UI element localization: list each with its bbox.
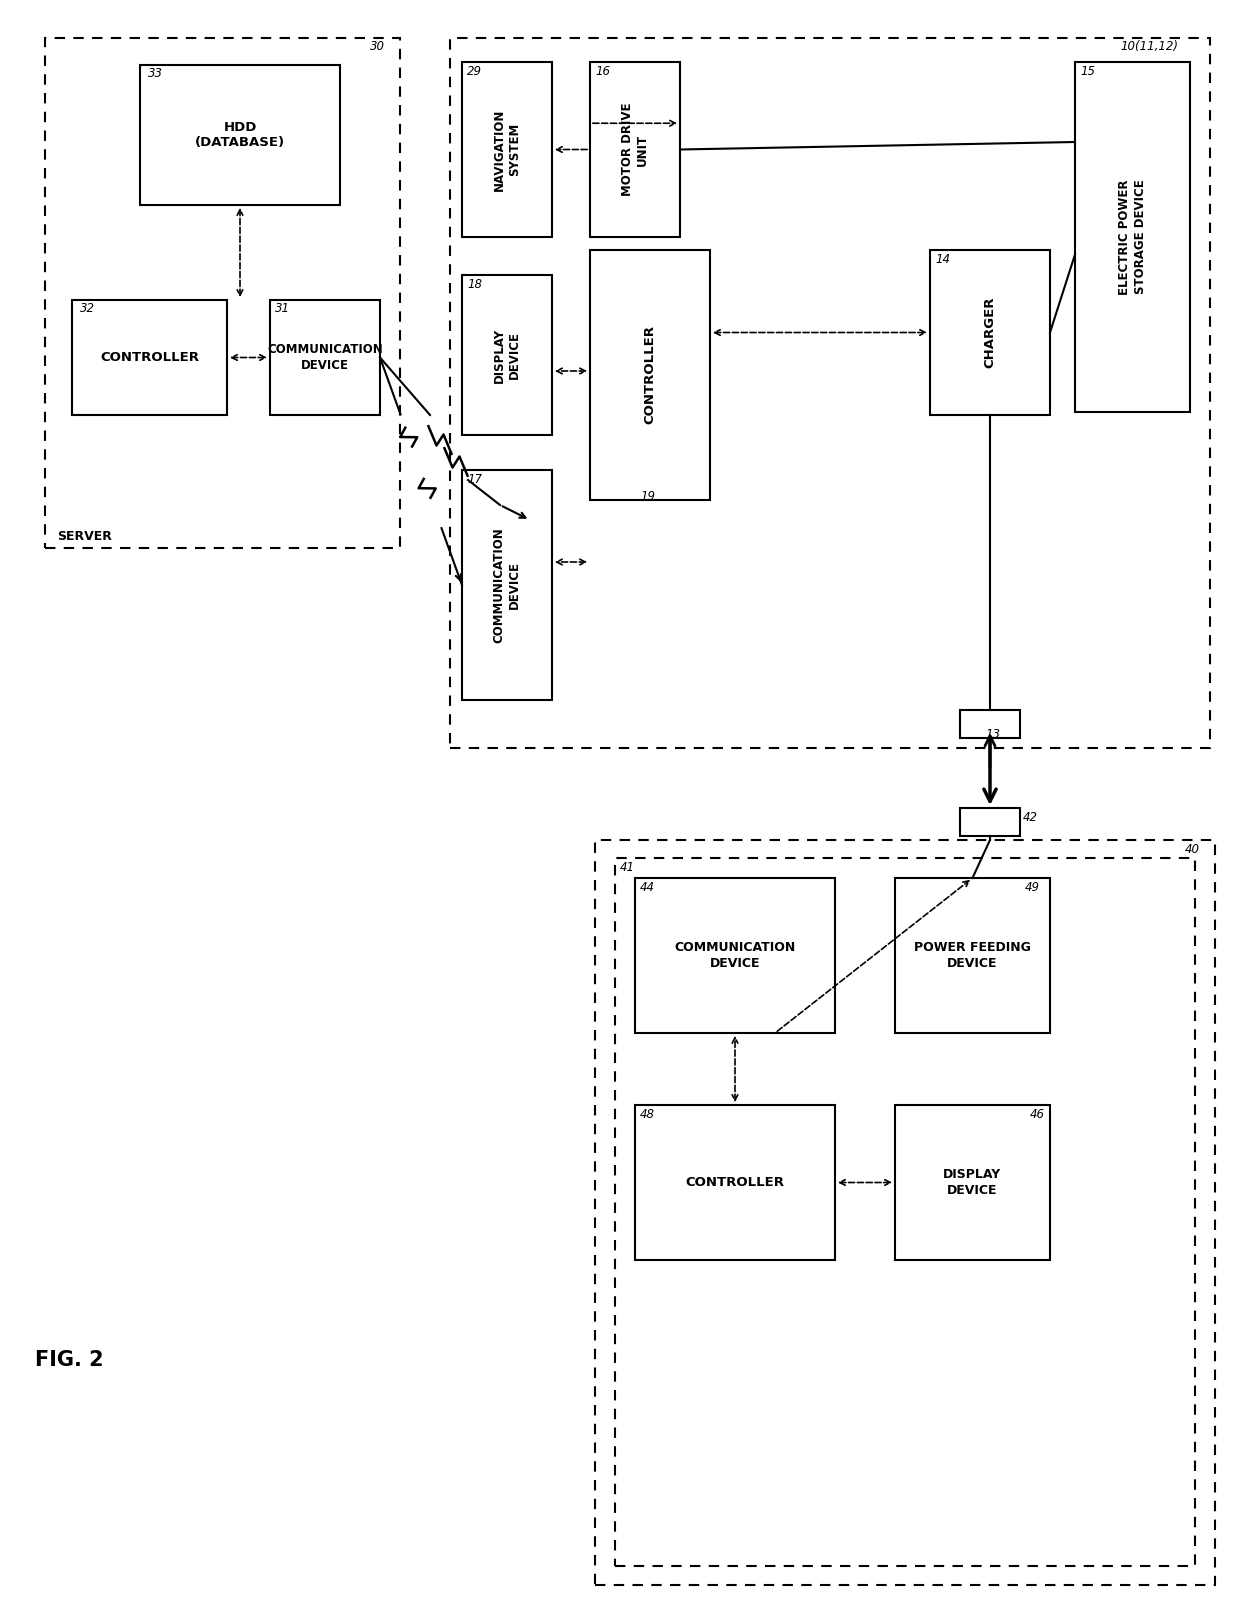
Bar (72, 300, 227, 415)
Text: ELECTRIC POWER
STORAGE DEVICE: ELECTRIC POWER STORAGE DEVICE (1118, 180, 1147, 295)
Text: 44: 44 (640, 881, 655, 894)
Bar (615, 859, 1195, 1567)
Text: 17: 17 (467, 473, 482, 486)
Text: POWER FEEDING
DEVICE: POWER FEEDING DEVICE (914, 941, 1030, 970)
Bar (895, 878, 1050, 1034)
Text: 13: 13 (985, 727, 999, 740)
Text: CONTROLLER: CONTROLLER (686, 1176, 785, 1189)
Text: 32: 32 (81, 301, 95, 314)
Text: DISPLAY
DEVICE: DISPLAY DEVICE (492, 327, 521, 382)
Text: 41: 41 (620, 860, 635, 875)
Text: 31: 31 (275, 301, 290, 314)
Bar (960, 710, 1021, 739)
Text: 46: 46 (1030, 1108, 1045, 1121)
Text: 15: 15 (1080, 65, 1095, 78)
Text: COMMUNICATION
DEVICE: COMMUNICATION DEVICE (675, 941, 796, 970)
Text: 29: 29 (467, 65, 482, 78)
Bar (463, 62, 552, 237)
Bar (140, 65, 340, 206)
Bar (270, 300, 379, 415)
Bar (635, 1105, 835, 1260)
Bar (45, 37, 401, 548)
Bar (895, 1105, 1050, 1260)
Bar (930, 249, 1050, 415)
Text: 16: 16 (595, 65, 610, 78)
Bar (590, 249, 711, 501)
Bar (463, 470, 552, 700)
Text: DISPLAY
DEVICE: DISPLAY DEVICE (944, 1168, 1002, 1197)
Text: 19: 19 (640, 489, 655, 502)
Text: COMMUNICATION
DEVICE: COMMUNICATION DEVICE (492, 526, 521, 643)
Text: FIG. 2: FIG. 2 (35, 1349, 104, 1371)
Text: 18: 18 (467, 279, 482, 292)
Text: 42: 42 (1023, 812, 1038, 825)
Text: SERVER: SERVER (57, 530, 112, 543)
Bar (595, 841, 1215, 1584)
Bar (463, 275, 552, 436)
Text: 10(11,12): 10(11,12) (1120, 40, 1178, 53)
Text: NAVIGATION
SYSTEM: NAVIGATION SYSTEM (492, 109, 521, 191)
Text: MOTOR DRIVE
UNIT: MOTOR DRIVE UNIT (621, 102, 650, 196)
Text: COMMUNICATION
DEVICE: COMMUNICATION DEVICE (267, 343, 383, 371)
Bar (450, 37, 1210, 748)
Text: 48: 48 (640, 1108, 655, 1121)
Text: 30: 30 (370, 40, 384, 53)
Text: CONTROLLER: CONTROLLER (100, 352, 198, 365)
Text: CONTROLLER: CONTROLLER (644, 326, 656, 424)
Bar (1075, 62, 1190, 411)
Text: CHARGER: CHARGER (983, 296, 997, 368)
Text: HDD
(DATABASE): HDD (DATABASE) (195, 122, 285, 149)
Text: 14: 14 (935, 253, 950, 266)
Bar (635, 878, 835, 1034)
Bar (590, 62, 680, 237)
Text: 40: 40 (1185, 842, 1200, 855)
Text: 33: 33 (148, 66, 162, 79)
Text: 49: 49 (1025, 881, 1040, 894)
Bar (960, 808, 1021, 836)
